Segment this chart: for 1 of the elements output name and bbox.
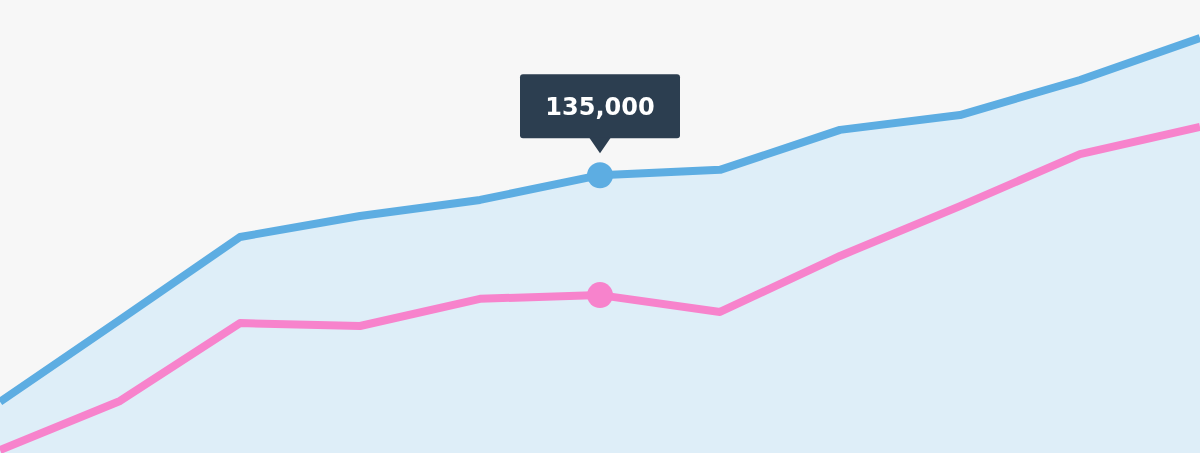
- annotation: 135,000: [545, 93, 655, 122]
